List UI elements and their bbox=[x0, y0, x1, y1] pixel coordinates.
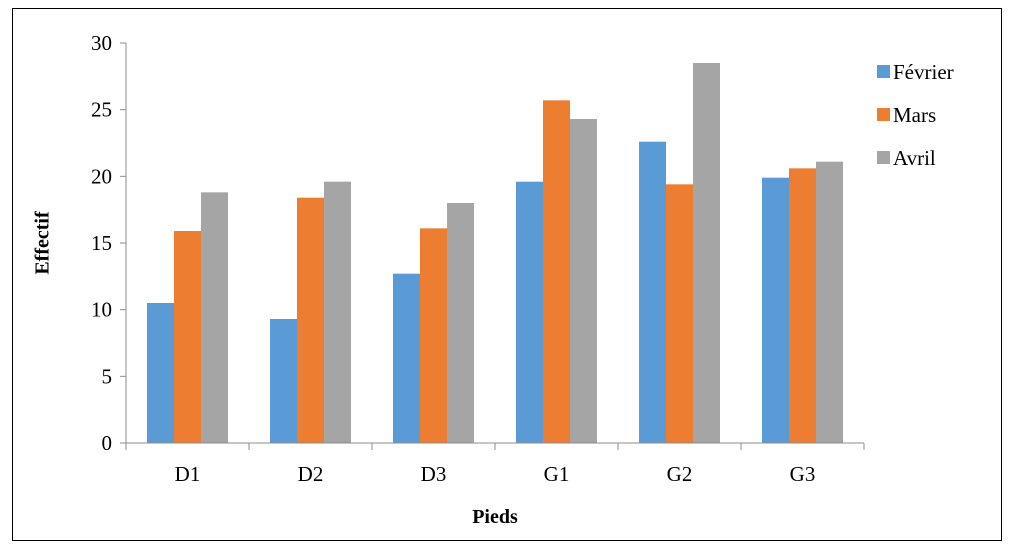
bar-g2-series-2 bbox=[666, 184, 693, 444]
y-tick-label: 30 bbox=[91, 31, 112, 55]
bar-g2-series-1 bbox=[639, 141, 666, 443]
y-tick-label: 20 bbox=[91, 164, 112, 188]
x-tick-label: D2 bbox=[298, 462, 324, 486]
legend-label: Mars bbox=[893, 103, 936, 127]
bar-g1-series-2 bbox=[543, 100, 570, 443]
bars bbox=[147, 63, 843, 444]
y-tick-label: 0 bbox=[102, 431, 113, 455]
bar-g1-series-1 bbox=[516, 181, 543, 443]
bar-d3-series-3 bbox=[447, 203, 474, 443]
y-tick-label: 10 bbox=[91, 298, 112, 322]
bar-d1-series-2 bbox=[174, 231, 201, 443]
y-tick-label: 15 bbox=[91, 231, 112, 255]
x-tick-label: D3 bbox=[421, 462, 447, 486]
y-axis-title: Effectif bbox=[32, 211, 54, 275]
legend: Février Mars Avril bbox=[877, 60, 954, 170]
x-axis-ticks: D1 D2 D3 G1 G2 G3 bbox=[125, 443, 865, 486]
bar-g1-series-3 bbox=[570, 119, 597, 443]
x-tick-label: G1 bbox=[544, 462, 570, 486]
bar-d1-series-3 bbox=[201, 192, 228, 443]
y-tick-label: 5 bbox=[102, 364, 113, 388]
x-tick-label: G2 bbox=[667, 462, 693, 486]
legend-swatch bbox=[877, 151, 890, 164]
x-tick-label: D1 bbox=[175, 462, 201, 486]
bar-d3-series-2 bbox=[420, 228, 447, 443]
bar-d2-series-2 bbox=[297, 197, 324, 443]
bar-d3-series-1 bbox=[393, 273, 420, 443]
y-axis-ticks: 0 5 10 15 20 25 30 bbox=[91, 31, 126, 455]
x-tick-label: G3 bbox=[790, 462, 816, 486]
bar-d2-series-3 bbox=[324, 181, 351, 443]
legend-swatch bbox=[877, 108, 890, 121]
bar-g3-series-3 bbox=[816, 161, 843, 443]
legend-label: Février bbox=[893, 60, 954, 84]
bar-g3-series-2 bbox=[789, 168, 816, 444]
bar-g3-series-1 bbox=[762, 177, 789, 443]
x-axis-title: Pieds bbox=[472, 506, 518, 528]
bar-d2-series-1 bbox=[270, 319, 297, 443]
legend-label: Avril bbox=[893, 146, 936, 170]
legend-swatch bbox=[877, 65, 890, 78]
y-tick-label: 25 bbox=[91, 98, 112, 122]
bar-g2-series-3 bbox=[693, 63, 720, 443]
bar-d1-series-1 bbox=[147, 303, 174, 443]
